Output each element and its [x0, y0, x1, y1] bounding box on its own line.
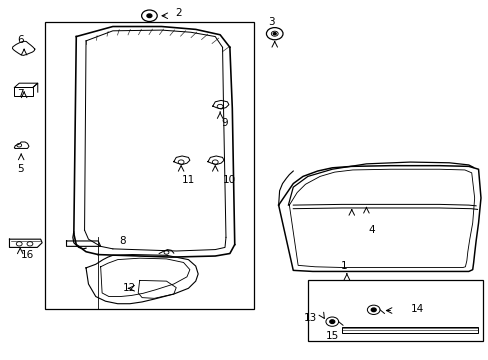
Text: 8: 8: [119, 236, 125, 246]
Text: 6: 6: [17, 35, 23, 45]
Text: 9: 9: [221, 118, 228, 128]
Text: 5: 5: [17, 164, 23, 174]
Text: 15: 15: [325, 331, 338, 341]
Circle shape: [273, 33, 276, 35]
Text: 7: 7: [17, 89, 23, 99]
Circle shape: [147, 14, 152, 18]
Text: 3: 3: [267, 17, 274, 27]
Text: 12: 12: [123, 283, 136, 293]
Text: 4: 4: [367, 225, 374, 235]
Circle shape: [329, 320, 334, 323]
Text: 10: 10: [222, 175, 235, 185]
Text: 2: 2: [175, 8, 182, 18]
Text: 1: 1: [341, 261, 347, 271]
Text: 13: 13: [303, 313, 316, 323]
Bar: [307, 280, 483, 341]
Text: 16: 16: [21, 250, 34, 260]
Text: 14: 14: [410, 304, 424, 314]
Text: 11: 11: [182, 175, 195, 185]
Bar: [44, 22, 254, 309]
Bar: [341, 327, 477, 333]
Bar: [14, 87, 33, 96]
Circle shape: [370, 308, 375, 312]
